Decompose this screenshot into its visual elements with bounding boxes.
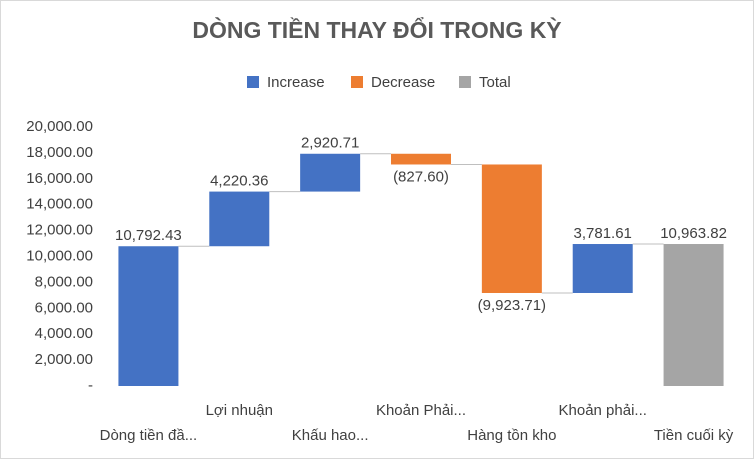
legend-label: Decrease — [371, 74, 435, 91]
bar — [572, 244, 633, 293]
x-tick-label: Khoản phải... — [559, 402, 647, 419]
legend-swatch — [247, 76, 259, 88]
y-tick-label: - — [88, 377, 93, 394]
y-tick-label: 6,000.00 — [35, 299, 93, 316]
y-tick-label: 10,000.00 — [26, 247, 93, 264]
x-tick-label: Lợi nhuận — [206, 402, 273, 419]
value-label: 4,220.36 — [210, 173, 268, 190]
x-tick-label: Khoản Phải... — [376, 402, 466, 419]
y-tick-label: 20,000.00 — [26, 118, 93, 135]
y-tick-label: 2,000.00 — [35, 351, 93, 368]
legend-label: Total — [479, 74, 511, 91]
legend-swatch — [459, 76, 471, 88]
legend-swatch — [351, 76, 363, 88]
x-tick-label: Hàng tồn kho — [467, 427, 556, 444]
bar — [209, 191, 270, 247]
value-label: 10,963.82 — [660, 225, 727, 242]
bar — [118, 246, 179, 386]
y-tick-label: 16,000.00 — [26, 170, 93, 187]
value-label: (827.60) — [393, 168, 449, 185]
x-tick-label: Khấu hao... — [292, 427, 369, 444]
value-label: 2,920.71 — [301, 135, 359, 152]
legend-label: Increase — [267, 74, 325, 91]
bar — [481, 164, 542, 293]
x-tick-label: Tiền cuối kỳ — [654, 427, 734, 444]
bar — [391, 153, 451, 165]
y-tick-label: 4,000.00 — [35, 325, 93, 342]
x-tick-label: Dòng tiền đầ... — [100, 427, 198, 444]
bar — [663, 244, 724, 386]
y-tick-label: 12,000.00 — [26, 222, 93, 239]
value-label: 3,781.61 — [574, 225, 632, 242]
y-tick-label: 8,000.00 — [35, 273, 93, 290]
chart-title: DÒNG TIỀN THAY ĐỔI TRONG KỲ — [192, 16, 561, 43]
value-label: (9,923.71) — [478, 297, 546, 314]
y-tick-label: 18,000.00 — [26, 144, 93, 161]
y-tick-label: 14,000.00 — [26, 196, 93, 213]
value-label: 10,792.43 — [115, 227, 182, 244]
bar — [300, 153, 361, 192]
